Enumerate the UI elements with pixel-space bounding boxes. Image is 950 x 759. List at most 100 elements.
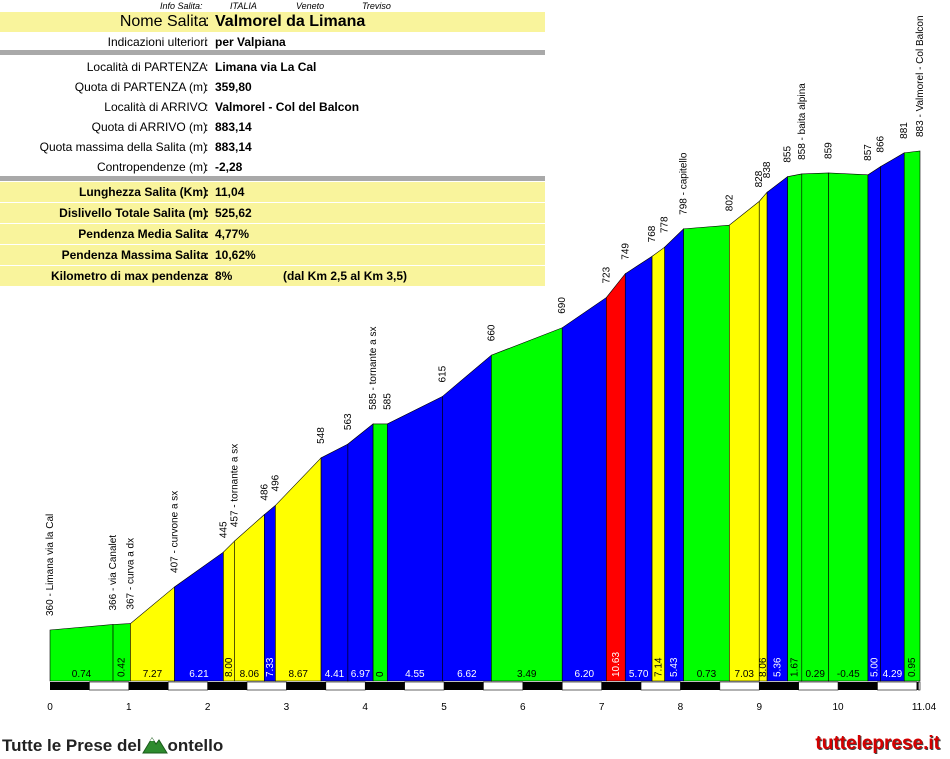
row-quota-partenza: Quota di PARTENZA (m) : 359,80 <box>0 77 545 97</box>
km-scale-light <box>167 681 208 691</box>
row-label: Pendenza Media Salita <box>78 227 207 241</box>
km-scale-dark <box>522 682 563 690</box>
row-localita-partenza: Località di PARTENZA : Limana via La Cal <box>0 57 545 77</box>
profile-segment <box>801 172 829 682</box>
km-scale-dark <box>680 682 720 690</box>
grade-label: -0.45 <box>837 669 860 680</box>
row-colon: : <box>205 120 209 134</box>
waypoint-label: 486 <box>259 483 270 500</box>
grade-label: 6.20 <box>575 669 595 680</box>
row-indicazioni: Indicazioni ulteriori : per Valpiana <box>0 32 545 52</box>
row-colon: : <box>205 248 209 262</box>
grade-label: 4.55 <box>405 669 425 680</box>
x-tick-label: 7 <box>599 702 605 713</box>
row-value: 11,04 <box>215 185 245 199</box>
profile-segment <box>664 228 684 682</box>
row-value: -2,28 <box>215 160 243 174</box>
x-tick-label: 11.04 <box>912 702 937 713</box>
grade-label: 5.00 <box>869 657 880 677</box>
row-label: Quota di PARTENZA (m) <box>74 80 207 94</box>
waypoint-label: 857 <box>863 144 874 161</box>
grade-label: 8.00 <box>224 657 235 677</box>
row-label: Lunghezza Salita (Km) <box>78 185 207 199</box>
km-scale-dark <box>838 682 878 690</box>
km-scale-light <box>483 681 524 691</box>
grade-label: 3.49 <box>517 669 537 680</box>
km-scale-light <box>719 681 760 691</box>
waypoint-label: 768 <box>647 225 658 242</box>
grade-label: 0.29 <box>805 669 825 680</box>
km-scale-light <box>246 681 287 691</box>
row-label: Pendenza Massima Salita <box>61 248 207 262</box>
row-colon: : <box>205 140 209 154</box>
grade-label: 7.27 <box>143 669 163 680</box>
profile-segment <box>880 152 905 682</box>
waypoint-label: 366 - via Canalet <box>108 535 119 611</box>
waypoint-label: 723 <box>601 266 612 283</box>
row-colon: : <box>205 13 210 30</box>
waypoint-label: 407 - curvone a sx <box>170 491 181 573</box>
waypoint-label: 828 <box>754 170 765 187</box>
grade-label: 1.67 <box>790 657 801 677</box>
profile-segment <box>728 200 760 682</box>
waypoint-label: 585 - tornante a sx <box>368 327 379 410</box>
x-tick-label: 3 <box>284 702 290 713</box>
km-scale-light <box>89 681 130 691</box>
info-country: ITALIA <box>230 1 257 11</box>
waypoint-label: 585 <box>382 393 393 410</box>
profile-segment <box>828 172 869 682</box>
row-lunghezza: Lunghezza Salita (Km) : 11,04 <box>0 182 545 202</box>
grade-label: 6.21 <box>189 669 209 680</box>
brand-url: tutteleprese.it <box>815 733 940 754</box>
x-tick-label: 6 <box>520 702 526 713</box>
x-tick-label: 5 <box>441 702 447 713</box>
waypoint-label: 563 <box>343 413 354 430</box>
km-scale-dark <box>365 682 405 690</box>
waypoint-label: 798 - capitello <box>679 152 690 215</box>
row-dislivello: Dislivello Totale Salita (m) : 525,62 <box>0 203 545 223</box>
info-label: Info Salita: <box>160 1 203 11</box>
row-value: 10,62% <box>215 248 256 262</box>
row-colon: : <box>205 269 209 283</box>
row-value: 525,62 <box>215 206 252 220</box>
row-value: Valmorel - Col del Balcon <box>215 100 360 114</box>
grade-label: 4.29 <box>883 669 903 680</box>
grade-label: 0.42 <box>117 657 128 677</box>
profile-segment <box>867 166 881 682</box>
info-province: Treviso <box>362 1 391 11</box>
x-tick-label: 9 <box>756 702 762 713</box>
km-scale-light <box>325 681 366 691</box>
waypoint-label: 445 <box>218 521 229 538</box>
km-scale-dark <box>444 682 484 690</box>
waypoint-label: 859 <box>824 142 835 159</box>
waypoint-label: 660 <box>486 324 497 341</box>
row-value: Limana via La Cal <box>215 60 317 74</box>
km-scale-dark <box>286 682 326 690</box>
row-nome-salita: Nome Salita : Valmorel da Limana <box>0 12 545 32</box>
waypoint-label: 496 <box>270 474 281 491</box>
row-colon: : <box>205 100 209 114</box>
waypoint-label: 690 <box>557 297 568 314</box>
grade-label: 7.03 <box>735 669 755 680</box>
row-colon: : <box>205 60 209 74</box>
profile-segment <box>234 513 265 682</box>
x-tick-label: 1 <box>126 702 132 713</box>
x-tick-label: 4 <box>362 702 368 713</box>
waypoint-label: 838 <box>762 161 773 178</box>
profile-segment <box>442 354 492 682</box>
row-colon: : <box>205 206 209 220</box>
km-scale-dark <box>916 682 919 690</box>
x-tick-label: 0 <box>47 702 53 713</box>
km-scale-light <box>640 681 681 691</box>
row-value: 883,14 <box>215 140 252 154</box>
km-scale-dark <box>207 682 248 690</box>
profile-segment <box>372 423 388 682</box>
row-value: 8% <box>215 269 233 283</box>
profile-segment <box>386 395 443 682</box>
row-label: Nome Salita <box>119 13 207 30</box>
row-value: 4,77% <box>215 227 250 241</box>
info-region: Veneto <box>296 1 325 11</box>
profile-segment <box>606 272 626 682</box>
waypoint-label: 866 <box>876 135 887 152</box>
